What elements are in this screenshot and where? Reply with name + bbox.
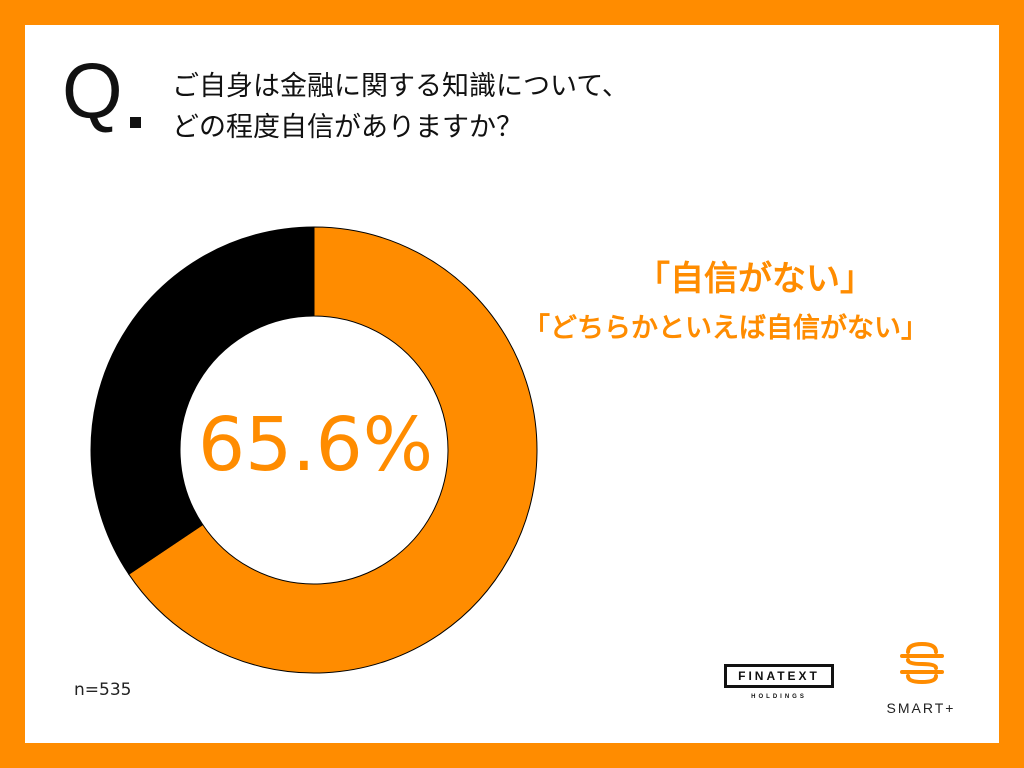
donut-slice-2 xyxy=(90,226,315,575)
legend-label-2: 「どちらかといえば自信がない」 xyxy=(523,313,928,344)
question-line-2: どの程度自信がありますか？ xyxy=(172,112,523,143)
question-line-1: ご自身は金融に関する知識について、 xyxy=(172,71,629,102)
smart-plus-logo-text: SMART+ xyxy=(886,700,956,716)
legend-label-1: 「自信がない」 xyxy=(636,259,874,299)
donut-slice-1 xyxy=(128,226,538,674)
sample-size-label: n=535 xyxy=(74,680,132,700)
center-percentage: 65.6% xyxy=(198,402,434,488)
question-text: ご自身は金融に関する知識について、 どの程度自信がありますか？ xyxy=(172,66,629,148)
finatext-logo-subtitle: HOLDINGS xyxy=(751,694,807,700)
finatext-logo: FINATEXT xyxy=(724,664,834,688)
smart-plus-logo-icon xyxy=(900,641,944,685)
donut-slices xyxy=(90,226,538,674)
question-mark: Q xyxy=(62,47,123,135)
question-dot xyxy=(130,117,141,128)
